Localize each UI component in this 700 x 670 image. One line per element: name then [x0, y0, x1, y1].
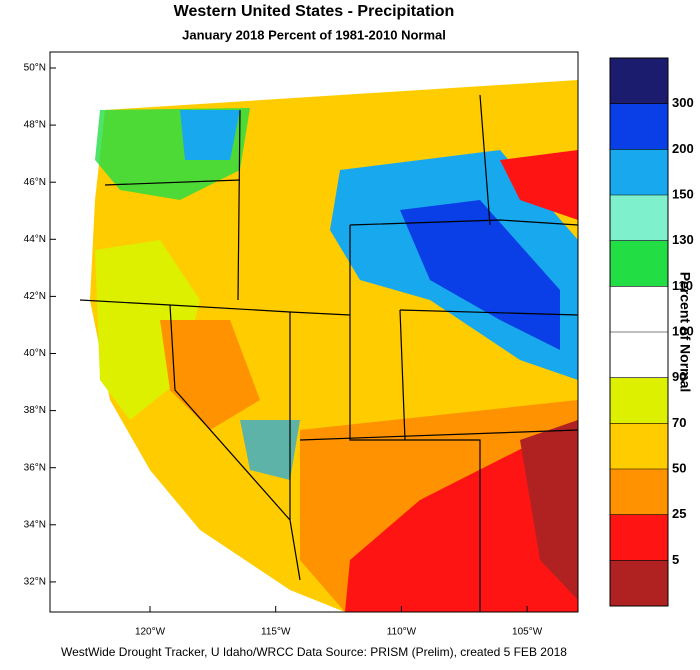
colorbar-label: 70: [672, 415, 686, 430]
red-north: [500, 150, 578, 220]
colorbar-label: 300: [672, 95, 694, 110]
lat-label: 36°N: [24, 462, 46, 473]
colorbar-segment: [610, 560, 668, 606]
lon-label: 105°W: [512, 627, 543, 638]
colorbar: 300 200 150 130 110 100 90 70 50 25 5: [609, 57, 694, 607]
blue-patch: [180, 110, 240, 160]
colorbar-label: 150: [672, 186, 694, 201]
title: Western United States - Precipitation: [174, 3, 455, 20]
colorbar-segment: [610, 332, 668, 378]
colorbar-segment: [610, 195, 668, 241]
colorbar-title: Percent of Normal: [677, 272, 693, 393]
colorbar-label: 200: [672, 141, 694, 156]
colorbar-segment: [610, 423, 668, 469]
colorbar-segment: [610, 286, 668, 332]
colorbar-segment: [610, 514, 668, 561]
subtitle: January 2018 Percent of 1981-2010 Normal: [182, 27, 446, 42]
colorbar-segment: [610, 103, 668, 150]
colorbar-label: 110: [672, 278, 693, 293]
map-frame: [49, 51, 579, 613]
lat-label: 46°N: [24, 177, 46, 188]
lon-label: 120°W: [135, 627, 166, 638]
colorbar-label: 90: [672, 369, 686, 384]
lon-axis: 120°W 115°W 110°W 105°W: [135, 606, 543, 638]
orange-region: [160, 320, 260, 430]
lat-label: 34°N: [24, 519, 46, 530]
colorbar-segment: [610, 149, 668, 195]
colorbar-label: 100: [672, 323, 694, 338]
colorbar-segment: [610, 469, 668, 515]
darkred-south: [520, 420, 578, 600]
dark-blue-region: [400, 200, 560, 350]
colorbar-label: 25: [672, 506, 686, 521]
footer: WestWide Drought Tracker, U Idaho/WRCC D…: [61, 645, 567, 659]
colorbar-label: 130: [672, 232, 694, 247]
blue-south-patch: [240, 420, 300, 480]
lat-label: 50°N: [24, 63, 46, 74]
lon-label: 115°W: [261, 627, 291, 638]
colorbar-label: 5: [672, 552, 679, 567]
colorbar-segment: [610, 58, 668, 104]
lon-label: 110°W: [387, 627, 417, 638]
lat-label: 42°N: [24, 291, 46, 302]
lat-label: 40°N: [24, 348, 46, 359]
map: [49, 51, 579, 613]
colorbar-segment: [610, 377, 668, 424]
lat-label: 48°N: [24, 120, 46, 131]
lat-label: 38°N: [24, 405, 46, 416]
lat-label: 32°N: [24, 577, 46, 588]
lat-axis: 50°N 48°N 46°N 44°N 42°N 40°N 38°N 36°N 34°N 32°N: [24, 63, 56, 588]
colorbar-segment: [610, 240, 668, 287]
red-south: [345, 420, 578, 612]
colorbar-label: 50: [672, 460, 686, 475]
lat-label: 44°N: [24, 234, 46, 245]
state-borders: [79, 94, 579, 612]
